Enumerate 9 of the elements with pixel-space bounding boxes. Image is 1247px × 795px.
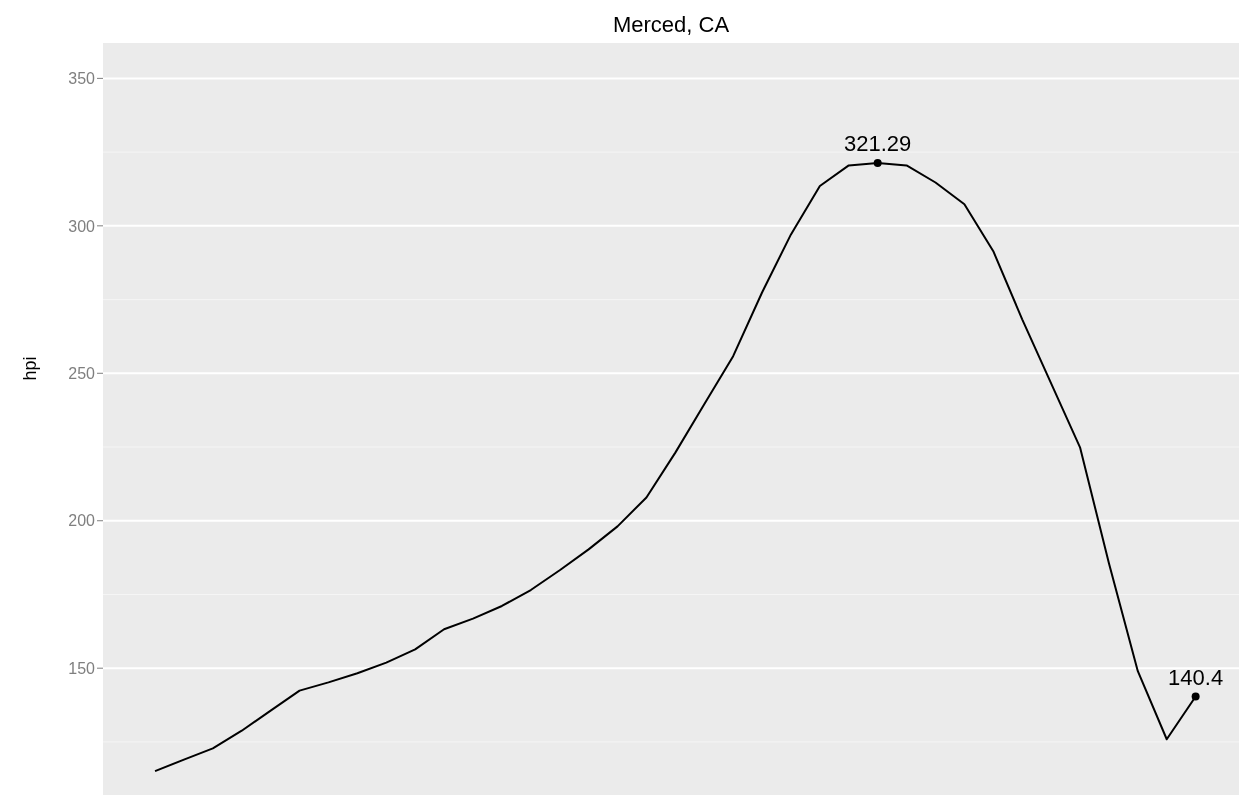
data-label: 140.4 [1168, 664, 1224, 690]
y-axis-title: hpi [19, 355, 41, 381]
y-tick-label: 350 [68, 70, 96, 88]
chart-title: Merced, CA [611, 12, 731, 38]
data-label: 321.29 [844, 131, 912, 157]
y-tick-label: 150 [68, 659, 96, 677]
y-tick-label: 200 [68, 512, 96, 530]
y-tick-label: 250 [68, 364, 96, 382]
y-tick-label: 300 [68, 217, 96, 235]
